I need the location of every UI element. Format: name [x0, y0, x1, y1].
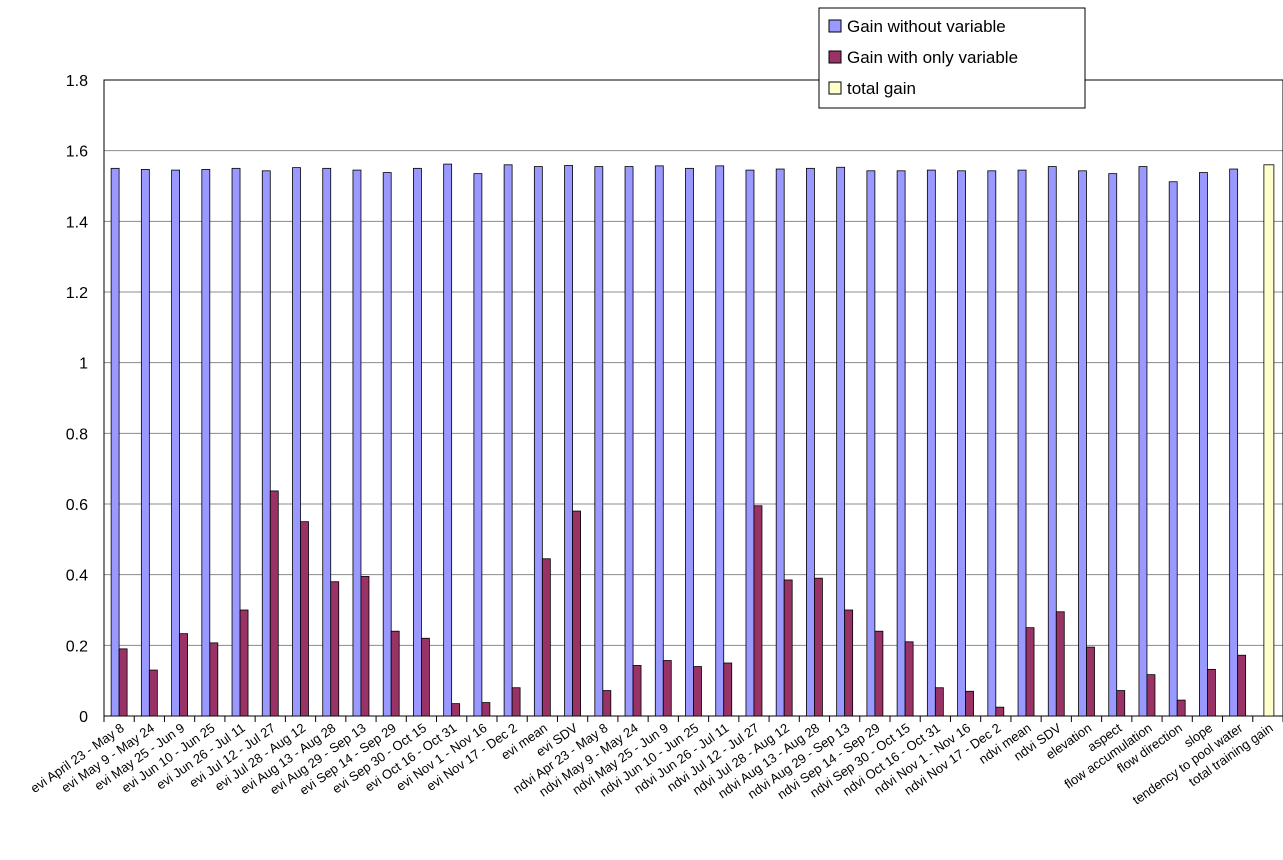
legend-swatch: [828, 50, 842, 64]
bar-gain-with-only-variable: [632, 665, 642, 717]
bar-gain-with-only-variable: [844, 609, 854, 717]
bar-gain-with-only-variable: [1176, 699, 1186, 717]
bar-gain-without-variable: [624, 166, 634, 717]
bar-gain-without-variable: [1138, 166, 1148, 717]
bar-gain-with-only-variable: [1207, 668, 1216, 717]
bar-gain-with-only-variable: [330, 581, 340, 717]
legend-label: Gain with only variable: [847, 48, 1018, 67]
bar-gain-with-only-variable: [481, 702, 491, 717]
legend-swatch: [828, 81, 842, 95]
bar-gain-with-only-variable: [693, 666, 702, 717]
bar-gain-without-variable: [1229, 168, 1239, 717]
bar-gain-without-variable: [261, 170, 271, 717]
bar-gain-without-variable: [594, 166, 604, 717]
bar-gain-with-only-variable: [904, 641, 914, 717]
bar-gain-with-only-variable: [541, 558, 551, 717]
y-tick-label: 1.2: [66, 285, 88, 302]
bar-gain-with-only-variable: [421, 637, 430, 717]
bar-gain-without-variable: [322, 167, 332, 717]
bar-gain-without-variable: [957, 170, 966, 717]
bar-gain-with-only-variable: [995, 706, 1005, 717]
y-tick-label: 1.4: [66, 214, 88, 231]
bar-gain-without-variable: [564, 165, 573, 717]
bar-gain-without-variable: [866, 170, 876, 717]
bar-gain-with-only-variable: [723, 662, 733, 717]
bar-gain-without-variable: [836, 166, 846, 717]
bar-gain-with-only-variable: [874, 630, 884, 717]
y-tick-label: 0.4: [66, 568, 88, 585]
bar-gain-with-only-variable: [179, 633, 188, 717]
legend-swatch: [828, 19, 842, 33]
y-tick-label: 0.6: [66, 497, 88, 514]
bar-gain-with-only-variable: [753, 505, 763, 717]
bar-gain-with-only-variable: [118, 648, 128, 717]
bar-gain-without-variable: [473, 173, 483, 717]
bar-gain-with-only-variable: [360, 576, 370, 717]
bar-gain-with-only-variable: [965, 690, 974, 717]
bar-gain-with-only-variable: [511, 687, 521, 717]
bar-gain-with-only-variable: [451, 703, 461, 717]
bar-gain-without-variable: [140, 168, 150, 717]
bar-gain-without-variable: [533, 166, 543, 717]
bar-gain-without-variable: [171, 169, 180, 717]
y-tick-label: 1.8: [66, 73, 88, 90]
bar-gain-without-variable: [926, 169, 936, 717]
bar-gain-without-variable: [745, 169, 755, 717]
bar-gain-without-variable: [413, 167, 422, 717]
bar-gain-without-variable: [1108, 173, 1118, 717]
bar-gain-without-variable: [201, 168, 211, 717]
bar-gain-without-variable: [775, 168, 785, 717]
y-tick-label: 0: [79, 709, 88, 726]
bar-gain-with-only-variable: [814, 577, 823, 717]
y-tick-label: 0.2: [66, 638, 88, 655]
bar-gain-without-variable: [1168, 181, 1178, 717]
y-tick-label: 1.6: [66, 144, 88, 161]
bar-gain-with-only-variable: [1086, 646, 1095, 717]
bar-total-gain: [1263, 164, 1275, 717]
bar-gain-without-variable: [685, 167, 694, 717]
bar-gain-with-only-variable: [1237, 654, 1247, 717]
bar-gain-without-variable: [715, 165, 725, 717]
bar-gain-with-only-variable: [602, 690, 612, 717]
bar-gain-without-variable: [987, 170, 997, 717]
bar-gain-without-variable: [1199, 172, 1208, 717]
bar-gain-with-only-variable: [390, 630, 400, 717]
bar-gain-with-only-variable: [572, 510, 581, 717]
bar-gain-with-only-variable: [1116, 690, 1126, 717]
bar-gain-with-only-variable: [269, 490, 279, 717]
bar-gain-with-only-variable: [239, 609, 249, 717]
bar-gain-without-variable: [654, 165, 664, 717]
legend-box: [818, 7, 1086, 109]
y-tick-label: 1: [79, 356, 88, 373]
bar-gain-with-only-variable: [934, 687, 944, 717]
bar-gain-without-variable: [292, 167, 301, 717]
bar-gain-without-variable: [352, 169, 362, 717]
bar-gain-with-only-variable: [300, 521, 309, 717]
bar-gain-without-variable: [382, 172, 392, 717]
bar-gain-with-only-variable: [148, 669, 158, 717]
y-tick-label: 0.8: [66, 426, 88, 443]
bar-gain-with-only-variable: [1055, 611, 1065, 717]
bar-gain-without-variable: [1017, 169, 1027, 717]
bar-gain-with-only-variable: [783, 579, 793, 717]
bar-gain-without-variable: [806, 167, 815, 717]
bar-gain-without-variable: [1078, 170, 1087, 717]
legend-label: Gain without variable: [847, 17, 1006, 36]
bar-gain-with-only-variable: [662, 660, 672, 717]
bar-gain-with-only-variable: [209, 642, 219, 717]
bar-gain-without-variable: [231, 167, 241, 717]
bar-gain-without-variable: [1047, 166, 1057, 717]
bar-gain-with-only-variable: [1025, 627, 1035, 717]
bar-gain-without-variable: [896, 170, 906, 717]
bar-gain-with-only-variable: [1146, 674, 1156, 717]
bar-gain-without-variable: [503, 164, 513, 717]
bar-gain-without-variable: [443, 163, 453, 717]
legend-label: total gain: [847, 79, 916, 98]
bar-gain-without-variable: [110, 167, 120, 717]
